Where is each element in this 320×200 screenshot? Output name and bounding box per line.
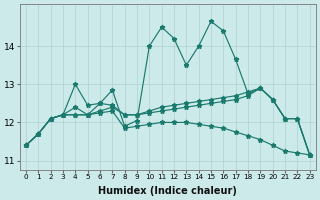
X-axis label: Humidex (Indice chaleur): Humidex (Indice chaleur)	[98, 186, 237, 196]
